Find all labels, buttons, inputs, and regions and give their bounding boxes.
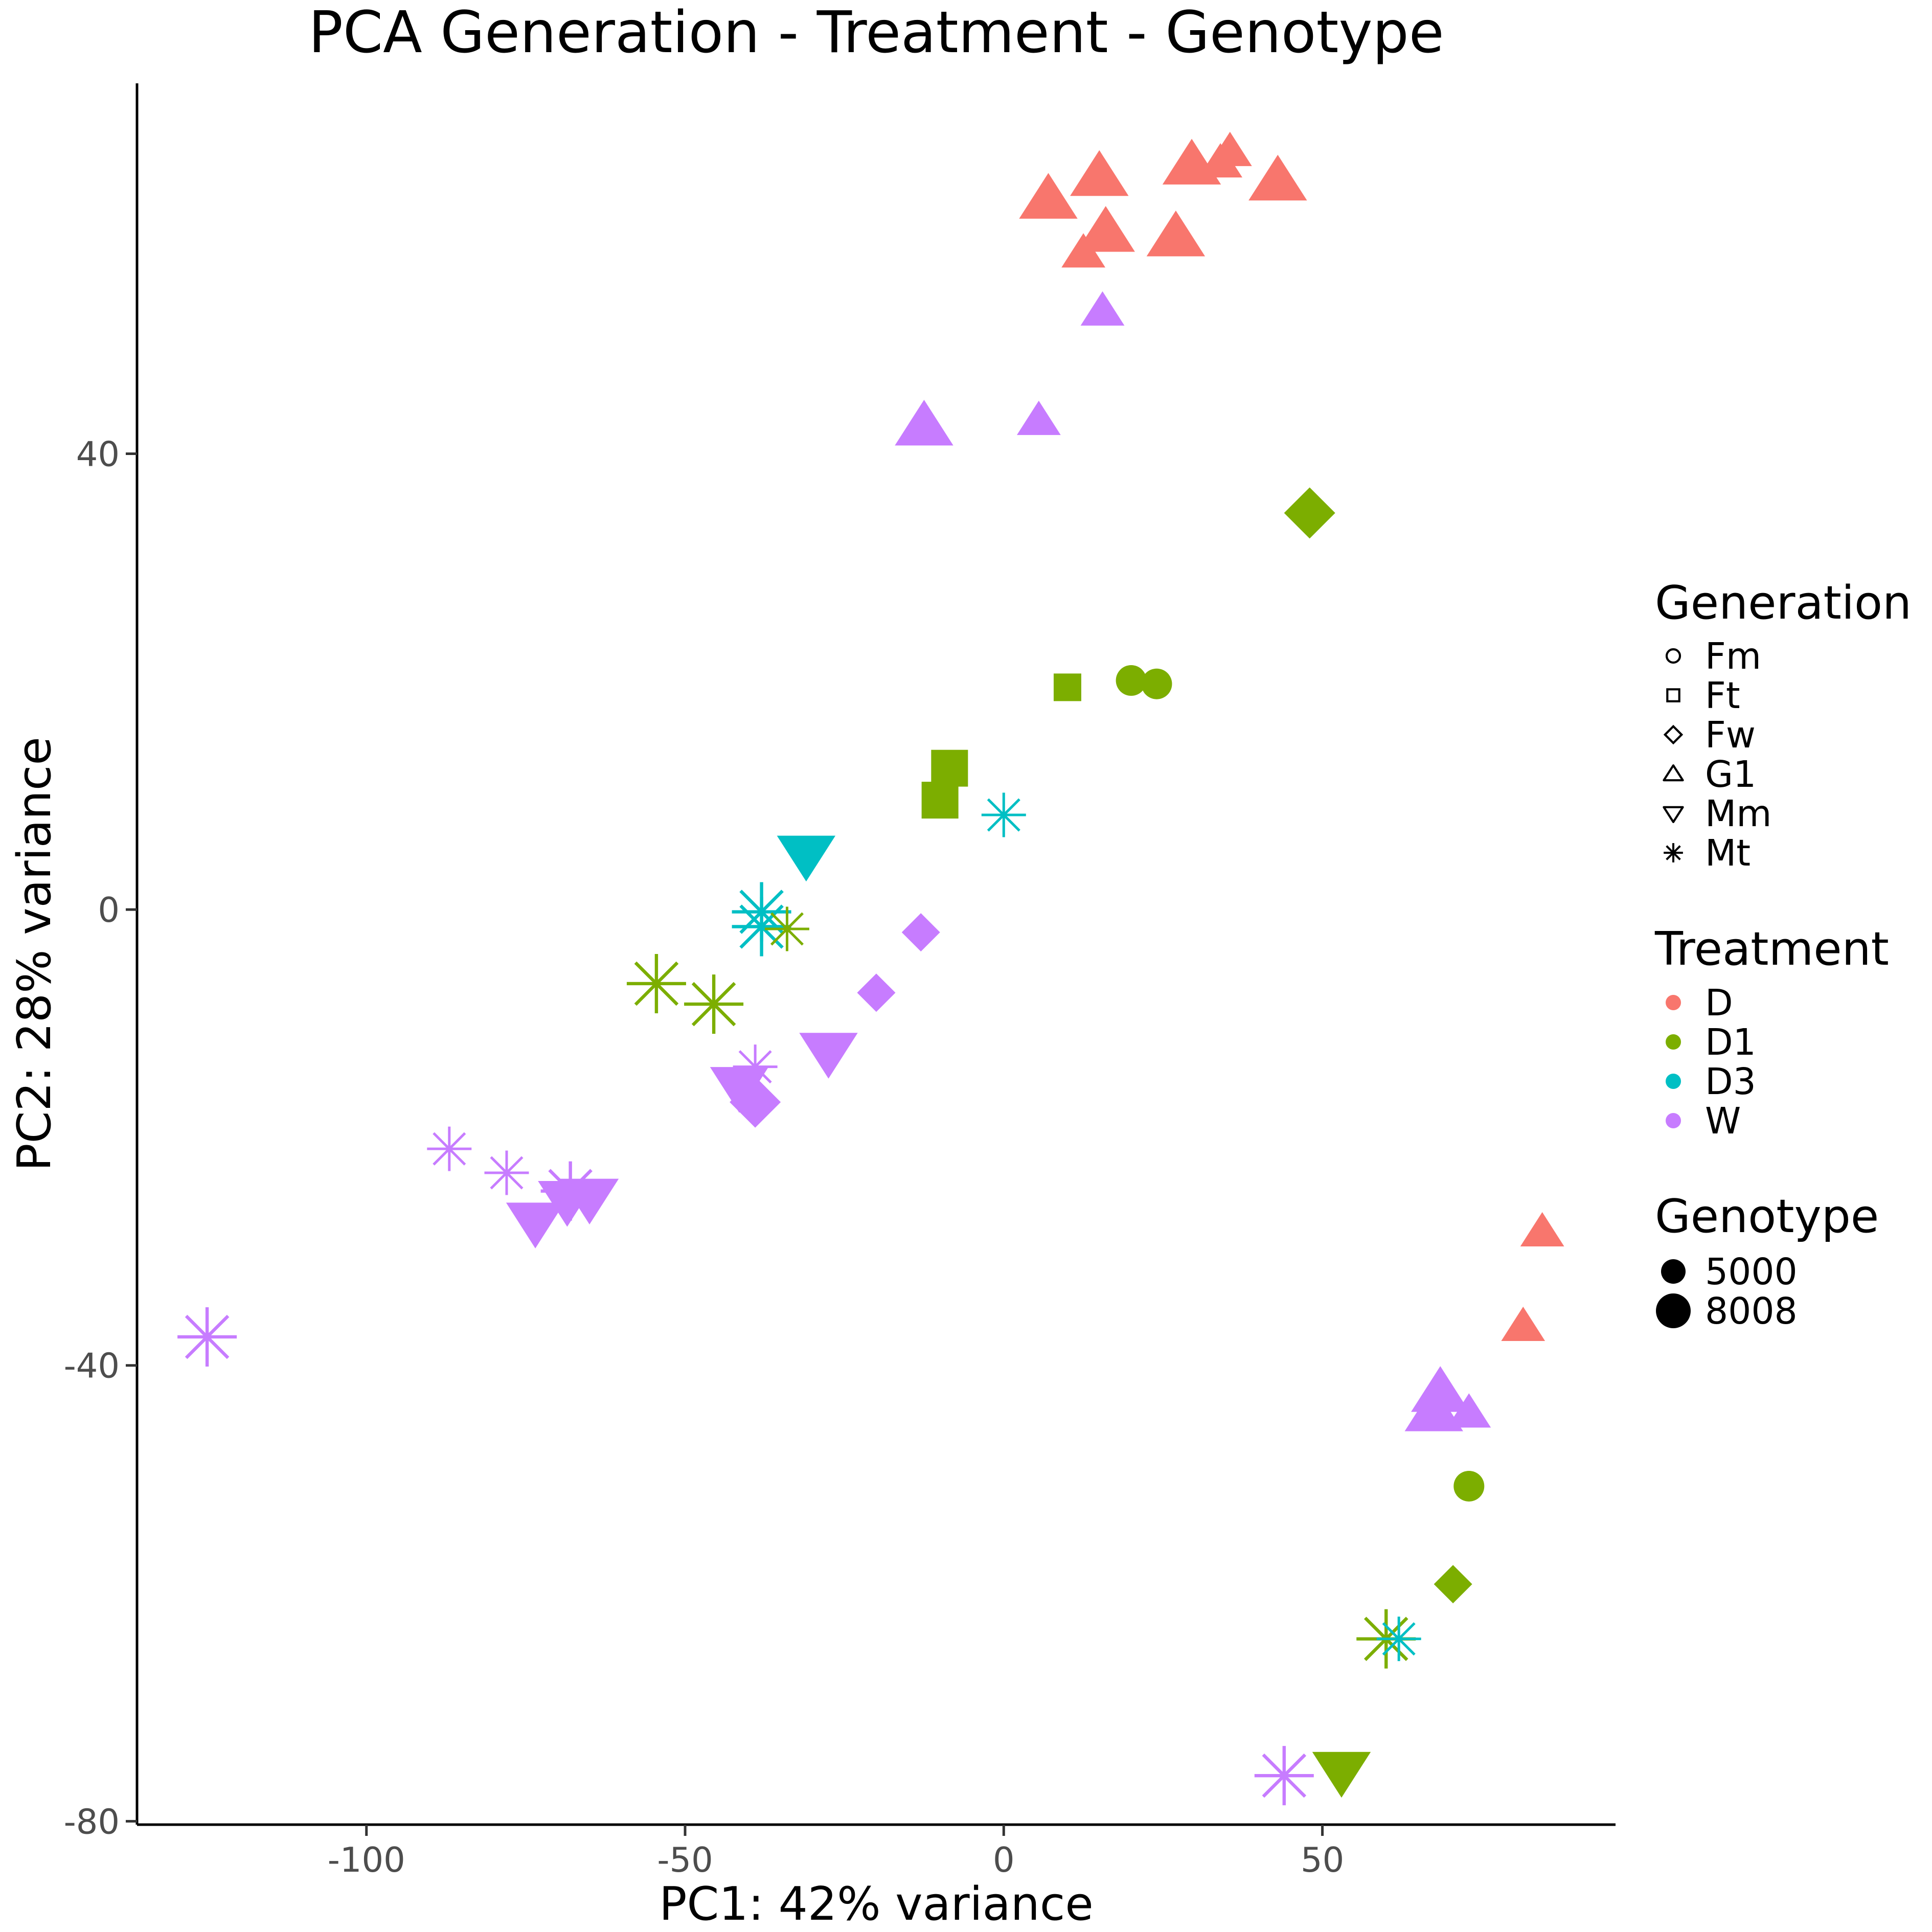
legend-title-genotype: Genotype <box>1655 1190 1879 1243</box>
data-point-g1-w-13 <box>1017 401 1061 435</box>
legend-label-generation: G1 <box>1705 753 1756 795</box>
data-point-mt-d3-35 <box>982 793 1026 837</box>
x-tick-label: -100 <box>328 1840 405 1880</box>
x-tick-label: 50 <box>1301 1840 1344 1880</box>
data-point-mt-d1-38 <box>765 906 809 951</box>
data-point-mt-d3-47 <box>1377 1617 1421 1661</box>
legend-label-generation: Mt <box>1705 832 1751 874</box>
legend-key-fw <box>1665 726 1682 743</box>
data-point-fw-d1-17 <box>1284 487 1335 538</box>
x-tick-label: -50 <box>657 1840 713 1880</box>
legend-key-ft <box>1667 689 1679 701</box>
x-axis-title: PC1: 42% variance <box>659 1877 1093 1931</box>
data-point-fw-w-19 <box>902 913 940 951</box>
data-point-g1-d-9 <box>1520 1212 1564 1246</box>
legend-label-treatment: W <box>1705 1100 1741 1142</box>
data-point-mt-d1-40 <box>684 974 743 1034</box>
legend-title-generation: Generation <box>1655 576 1912 630</box>
chart-title: PCA Generation - Treatment - Genotype <box>308 0 1444 66</box>
legend-label-generation: Fw <box>1705 714 1756 756</box>
data-point-ft-d1-27 <box>922 782 959 819</box>
data-point-mt-w-44 <box>541 1162 600 1221</box>
data-point-ft-d1-26 <box>931 750 968 787</box>
legend-label-genotype: 8008 <box>1705 1290 1798 1332</box>
y-tick-label: 0 <box>98 890 120 930</box>
x-axis-ticks: -100 -50 0 50 <box>328 1825 1344 1880</box>
data-point-mt-w-45 <box>177 1307 237 1367</box>
data-point-fm-d1-23 <box>1141 669 1172 699</box>
y-tick-label: 40 <box>76 434 120 474</box>
legend-key-genotype-8008 <box>1656 1293 1691 1328</box>
legend-label-genotype: 5000 <box>1705 1251 1798 1293</box>
data-point-mt-w-41 <box>733 1044 778 1089</box>
data-point-g1-d-0 <box>1019 173 1077 218</box>
x-tick-label: 0 <box>993 1840 1015 1880</box>
legend-key-fm <box>1667 649 1680 663</box>
data-point-g1-d-8 <box>1147 211 1205 256</box>
data-point-mt-d1-39 <box>627 954 686 1013</box>
y-tick-label: -40 <box>64 1346 120 1386</box>
legend-key-treatment-w <box>1666 1113 1681 1128</box>
legend-label-generation: Fm <box>1705 635 1761 677</box>
data-point-g1-d-4 <box>1208 132 1252 166</box>
data-point-mm-d3-28 <box>777 836 835 881</box>
y-axis-ticks: 40 0 -40 -80 <box>64 434 137 1842</box>
data-point-mm-d1-34 <box>1312 1752 1371 1798</box>
data-point-fm-d1-24 <box>1453 1471 1484 1502</box>
legend-title-treatment: Treatment <box>1654 922 1889 976</box>
data-point-g1-d-5 <box>1248 155 1307 200</box>
data-point-g1-d-1 <box>1070 150 1128 196</box>
data-point-g1-w-11 <box>1081 291 1125 326</box>
data-point-ft-d1-25 <box>1054 673 1081 701</box>
legend-label-generation: Ft <box>1705 674 1740 717</box>
legend-key-mt <box>1664 843 1683 862</box>
data-point-mt-w-43 <box>485 1150 529 1195</box>
data-points <box>177 132 1564 1805</box>
legend-key-genotype-5000 <box>1661 1259 1686 1284</box>
data-point-mm-w-31 <box>506 1202 564 1248</box>
data-point-mt-d3-37 <box>732 897 791 957</box>
legend-label-treatment: D3 <box>1705 1060 1756 1103</box>
data-point-mm-w-29 <box>799 1033 857 1078</box>
legend-label-generation: Mm <box>1705 792 1771 835</box>
legend-label-treatment: D <box>1705 982 1733 1024</box>
data-point-fw-d1-18 <box>1434 1565 1472 1603</box>
legend-key-treatment-d <box>1666 995 1681 1010</box>
data-point-mt-w-48 <box>1255 1746 1314 1805</box>
legend-key-mm <box>1664 807 1683 822</box>
data-point-g1-w-12 <box>895 400 953 445</box>
legend-label-treatment: D1 <box>1705 1021 1756 1063</box>
legend-key-treatment-d3 <box>1666 1074 1681 1089</box>
data-point-fw-w-20 <box>857 973 896 1012</box>
legend-key-treatment-d1 <box>1666 1034 1681 1050</box>
data-point-mt-w-42 <box>427 1127 471 1171</box>
legend-key-g1 <box>1664 765 1683 780</box>
y-axis-title: PC2: 28% variance <box>8 737 61 1171</box>
data-point-g1-d-10 <box>1501 1307 1545 1341</box>
y-tick-label: -80 <box>64 1802 120 1842</box>
